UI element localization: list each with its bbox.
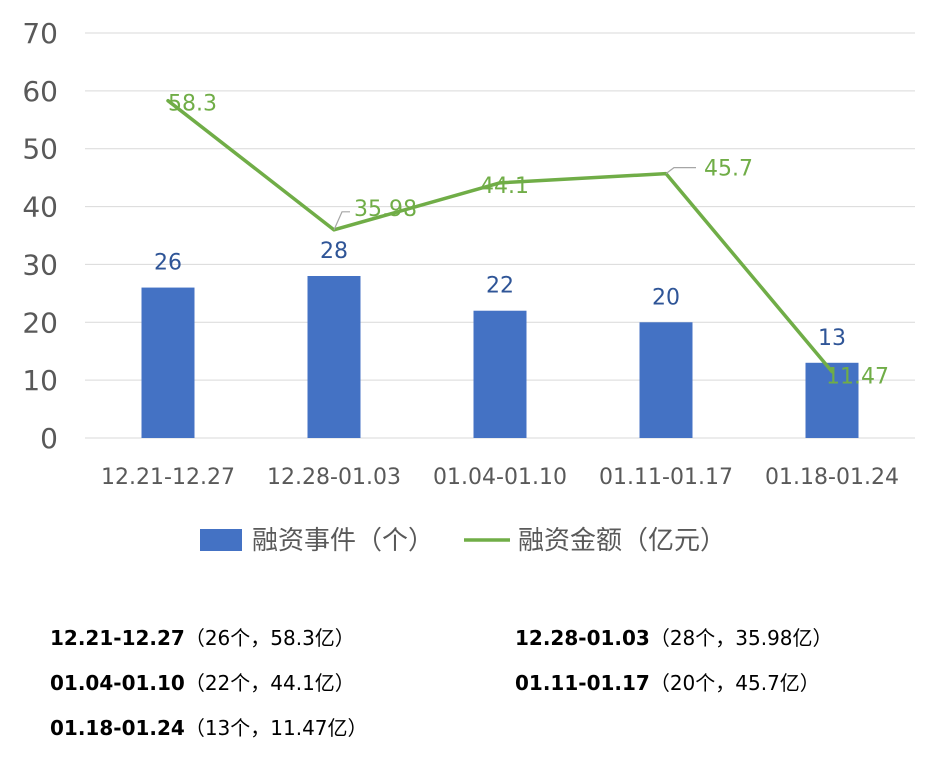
- note-detail: （13个，11.47亿）: [184, 716, 368, 740]
- note-detail: （28个，35.98亿）: [649, 626, 833, 650]
- chart: 0 10 20 30 40 50 60 70 26 28 22 20 13 58.3 35.98 44.1 45…: [22, 17, 915, 556]
- line-value-label: 11.47: [826, 365, 889, 390]
- note-item: 01.04-01.10（22个，44.1亿）: [50, 667, 355, 696]
- x-tick-label: 12.28-01.03: [267, 465, 401, 490]
- line-point: [498, 181, 502, 185]
- note-detail: （20个，45.7亿）: [649, 671, 820, 695]
- y-tick-label: 0: [40, 422, 58, 455]
- line-point: [830, 370, 834, 374]
- bar: [473, 310, 527, 438]
- bar: [639, 322, 693, 438]
- y-tick-label: 40: [22, 191, 58, 224]
- chart-svg: 0 10 20 30 40 50 60 70 26 28 22 20 13 58.3 35.98 44.1 45…: [22, 17, 915, 556]
- bar-value-label: 13: [818, 326, 846, 351]
- note-period: 01.11-01.17: [515, 671, 650, 695]
- y-tick-label: 30: [22, 248, 58, 281]
- x-tick-label: 01.18-01.24: [765, 465, 899, 490]
- note-detail: （26个，58.3亿）: [184, 626, 355, 650]
- line-value-label: 58.3: [168, 92, 217, 117]
- note-period: 12.21-12.27: [50, 626, 185, 650]
- bar-value-label: 22: [486, 274, 514, 299]
- line-point: [166, 99, 170, 103]
- y-tick-label: 50: [22, 133, 58, 166]
- leader-line: [665, 166, 696, 175]
- note-item: 01.18-01.24（13个，11.47亿）: [50, 712, 368, 741]
- leader-line: [333, 211, 350, 231]
- y-tick-label: 20: [22, 306, 58, 339]
- note-item: 12.21-12.27（26个，58.3亿）: [50, 622, 355, 651]
- bar: [805, 362, 859, 438]
- note-item: 01.11-01.17（20个，45.7亿）: [515, 667, 820, 696]
- line-value-label: 44.1: [480, 174, 529, 199]
- x-tick-label: 01.11-01.17: [599, 465, 733, 490]
- y-tick-label: 70: [22, 17, 58, 50]
- bar: [141, 287, 195, 438]
- y-tick-label: 10: [22, 364, 58, 397]
- legend-label-bar: 融资事件（个）: [252, 526, 434, 556]
- note-period: 01.18-01.24: [50, 716, 185, 740]
- notes-panel: 12.21-12.27（26个，58.3亿） 12.28-01.03（28个，3…: [0, 610, 952, 770]
- x-tick-label: 01.04-01.10: [433, 465, 567, 490]
- note-item: 12.28-01.03（28个，35.98亿）: [515, 622, 833, 651]
- line-value-label: 45.7: [704, 157, 753, 182]
- y-tick-label: 60: [22, 75, 58, 108]
- x-tick-label: 12.21-12.27: [101, 465, 235, 490]
- note-detail: （22个，44.1亿）: [184, 671, 355, 695]
- note-period: 12.28-01.03: [515, 626, 650, 650]
- bar-value-label: 26: [154, 251, 182, 276]
- line-value-label: 35.98: [354, 197, 417, 222]
- legend-swatch-bar: [200, 529, 242, 551]
- bar-value-label: 20: [652, 285, 680, 310]
- bar-value-label: 28: [320, 239, 348, 264]
- legend-label-line: 融资金额（亿元）: [518, 526, 726, 556]
- note-period: 01.04-01.10: [50, 671, 185, 695]
- bar: [307, 276, 361, 438]
